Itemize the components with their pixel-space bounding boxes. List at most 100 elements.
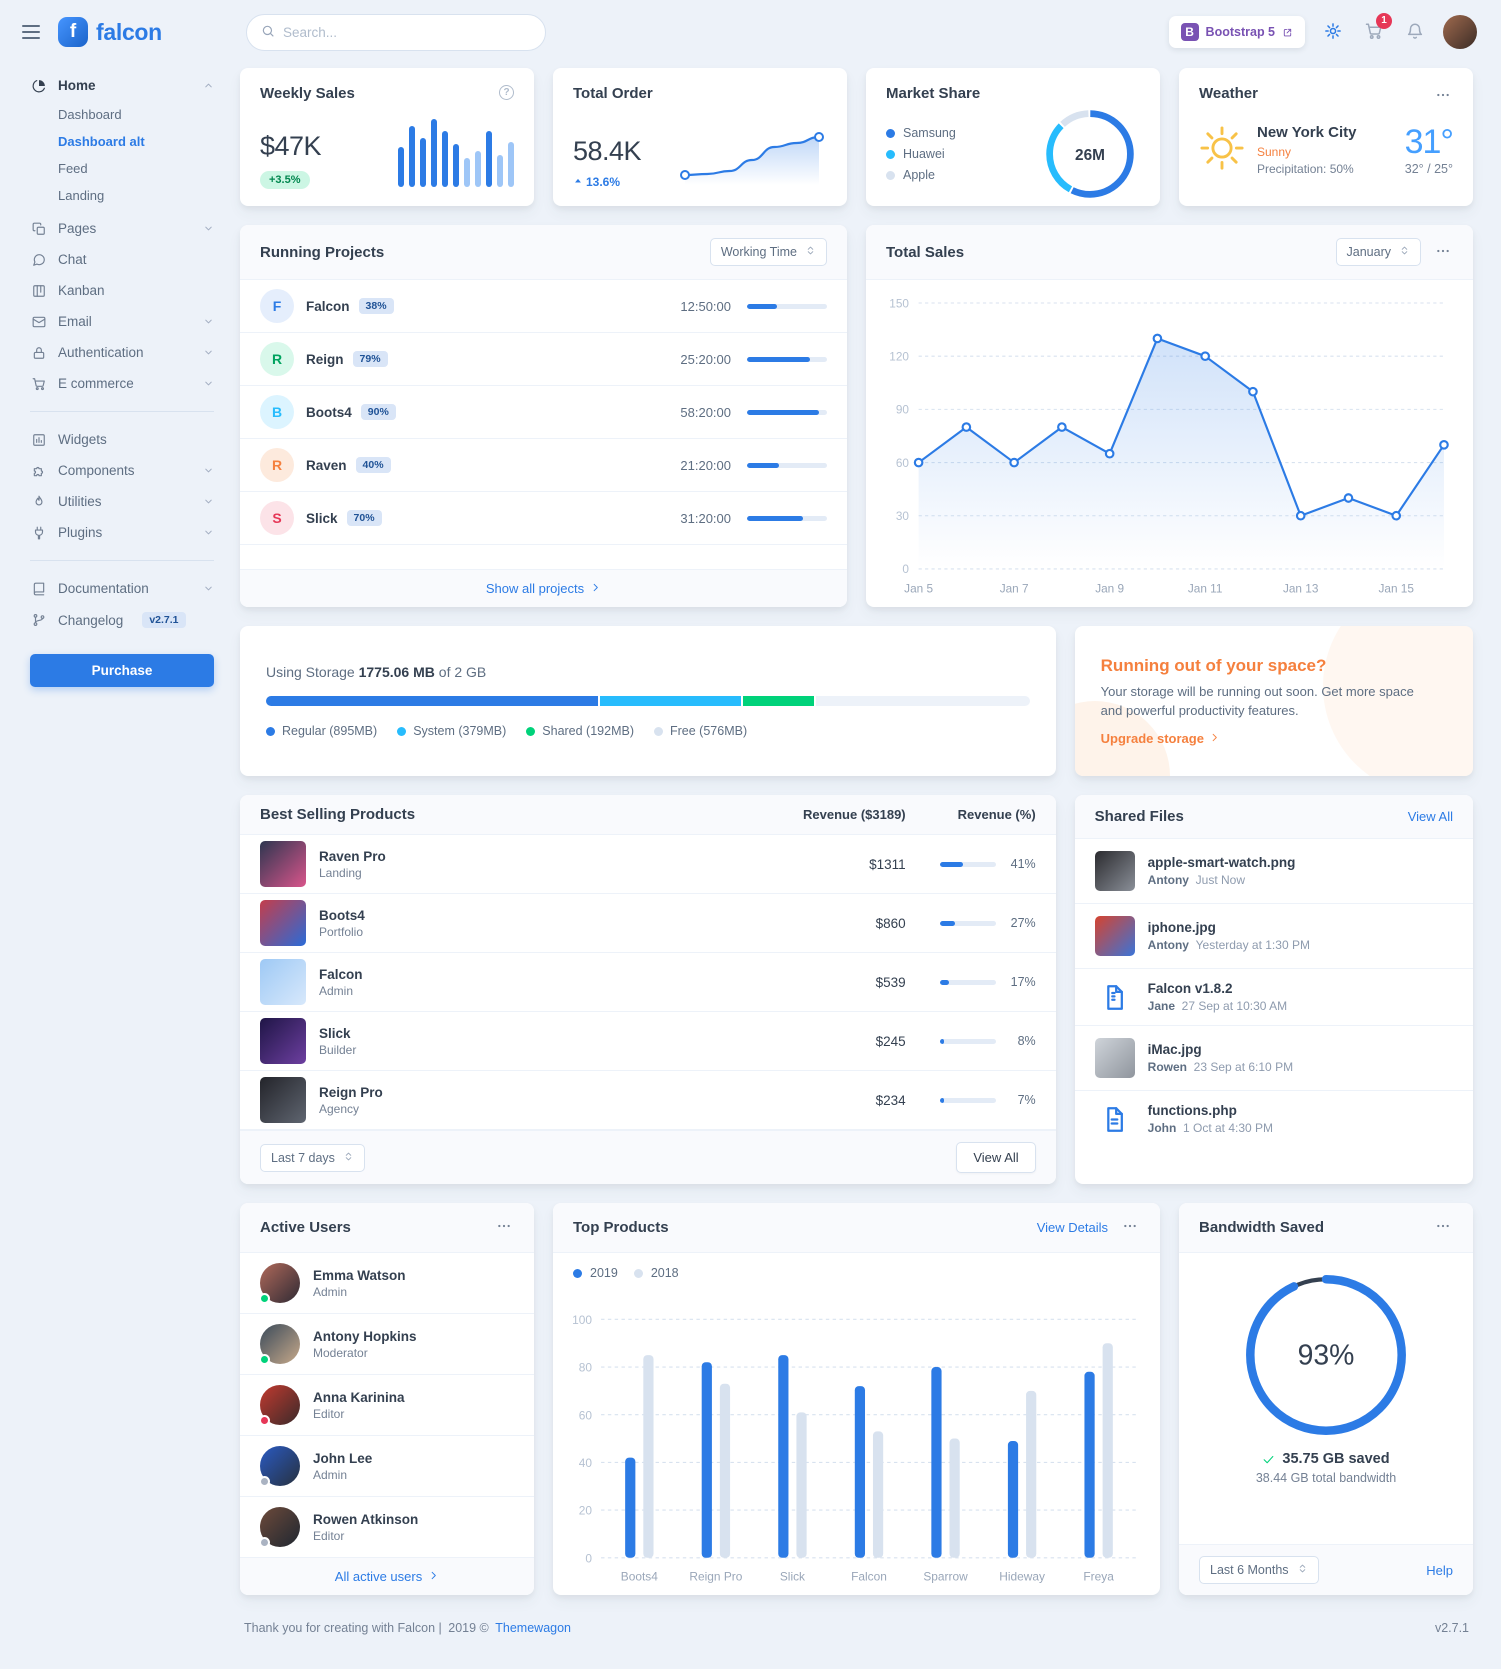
storage-legend-item: Shared (192MB) [526,724,634,738]
legend-label: Regular (895MB) [282,724,378,739]
column-header-percent: Revenue (%) [957,807,1036,823]
file-name-link[interactable]: iphone.jpg [1147,920,1216,936]
sidebar-item-feed[interactable]: Feed [58,161,88,176]
project-row: B Boots4 90% 58:20:00 [240,386,847,439]
legend-label: Samsung [903,126,956,140]
sidebar-item-plugins[interactable]: Plugins [30,517,214,548]
sidebar-item-components[interactable]: Components [30,455,214,486]
weekly-sales-bar [497,154,503,187]
settings-gear-button[interactable] [1320,18,1346,47]
sidebar-item-dashboard-alt[interactable]: Dashboard alt [58,134,145,149]
themewagon-link[interactable]: Themewagon [495,1621,572,1636]
active-users-title: Active Users [260,1219,351,1237]
active-users-menu-button[interactable] [494,1216,514,1239]
upgrade-storage-link[interactable]: Upgrade storage [1101,731,1447,746]
view-all-button[interactable]: View All [956,1142,1036,1174]
view-details-link[interactable]: View Details [1036,1220,1108,1236]
top-products-title: Top Products [573,1219,669,1237]
sidebar-item-utilities[interactable]: Utilities [30,486,214,517]
sidebar-item-pages[interactable]: Pages [30,213,214,244]
project-name-link[interactable]: Falcon [306,298,350,314]
project-name-link[interactable]: Raven [306,457,347,473]
sidebar-item-email[interactable]: Email [30,306,214,337]
file-name-link[interactable]: Falcon v1.8.2 [1147,981,1233,997]
bandwidth-menu-button[interactable] [1433,1216,1453,1239]
shared-files-view-all-link[interactable]: View All [1407,809,1453,825]
project-name-link[interactable]: Reign [306,351,344,367]
user-role: Admin [313,1467,348,1482]
profile-avatar[interactable] [1443,15,1477,49]
all-active-users-link[interactable]: All active users [240,1557,534,1596]
legend-label: Shared (192MB) [542,724,634,739]
file-name-link[interactable]: apple-smart-watch.png [1147,855,1296,871]
sidebar-item-kanban[interactable]: Kanban [30,275,214,306]
product-name-link[interactable]: Raven Pro [319,848,386,864]
working-time-select[interactable]: Working Time [709,238,827,266]
help-link[interactable]: Help [1426,1562,1453,1578]
weekly-sales-bar [398,147,404,187]
brand-logo-link[interactable]: f falcon [58,17,224,47]
show-all-projects-link[interactable]: Show all projects [240,569,847,608]
user-name-link[interactable]: Anna Karinina [313,1389,405,1405]
sidebar-item-landing[interactable]: Landing [58,188,105,203]
status-dot-icon [259,1415,270,1427]
legend-dot-icon [397,726,407,736]
svg-text:Jan 7: Jan 7 [1000,583,1029,596]
ellipsis-icon [1435,87,1451,106]
sidebar-item-home[interactable]: Home [30,70,214,101]
total-sales-menu-button[interactable] [1433,241,1453,264]
product-category: Agency [319,1101,360,1116]
branch-icon [30,613,47,627]
top-products-legend-item[interactable]: 2018 [633,1266,679,1280]
purchase-button[interactable]: Purchase [30,654,214,687]
top-products-legend-item[interactable]: 2019 [573,1266,618,1280]
sidebar-item-label: Pages [58,221,97,236]
file-meta: Jane 27 Sep at 10:30 AM [1147,999,1288,1014]
user-name-link[interactable]: Emma Watson [313,1267,406,1283]
file-name-link[interactable]: functions.php [1147,1103,1237,1119]
bandwidth-total: 38.44 GB total bandwidth [1255,1471,1397,1486]
last-7-days-select[interactable]: Last 7 days [260,1143,365,1172]
weather-menu-button[interactable] [1433,85,1453,108]
user-avatar [259,1446,300,1488]
notifications-bell-button[interactable] [1402,18,1428,47]
chevron-down-icon [203,378,214,389]
top-products-menu-button[interactable] [1120,1216,1140,1239]
bootstrap-badge-link[interactable]: B Bootstrap 5 [1168,16,1305,48]
help-question-icon[interactable]: ? [499,85,514,100]
project-name-link[interactable]: Slick [306,510,338,526]
sidebar-item-widgets[interactable]: Widgets [30,424,214,455]
sidebar-item-authentication[interactable]: Authentication [30,337,214,368]
project-time: 25:20:00 [680,351,731,367]
hamburger-menu-button[interactable] [16,19,46,45]
sun-icon [1199,125,1245,174]
product-name-link[interactable]: Falcon [319,966,363,982]
sidebar-item-dashboard[interactable]: Dashboard [58,107,122,122]
cart-button[interactable]: 1 [1361,12,1392,47]
weather-precipitation: Precipitation: 50% [1257,161,1354,176]
product-name-link[interactable]: Slick [319,1025,351,1041]
user-name-link[interactable]: John Lee [313,1450,373,1466]
storage-legend-item: Regular (895MB) [266,724,377,738]
sidebar-item-chat[interactable]: Chat [30,244,214,275]
sidebar-item-changelog[interactable]: Changelog v2.7.1 [30,604,214,636]
file-name-link[interactable]: iMac.jpg [1147,1042,1202,1058]
footer-year: 2019 © [448,1621,489,1636]
month-select[interactable]: January [1335,238,1421,266]
sidebar-item-documentation[interactable]: Documentation [30,573,214,604]
last-6-months-select[interactable]: Last 6 Months [1199,1556,1319,1585]
running-projects-title: Running Projects [260,243,385,261]
legend-dot-icon [633,1268,643,1278]
user-name-link[interactable]: Rowen Atkinson [313,1511,419,1527]
project-name-link[interactable]: Boots4 [306,404,352,420]
product-name-link[interactable]: Boots4 [319,907,365,923]
user-name-link[interactable]: Antony Hopkins [313,1328,417,1344]
product-category: Builder [319,1042,357,1057]
sidebar-item-e-commerce[interactable]: E commerce [30,368,214,399]
product-category: Landing [319,865,362,880]
projects-list: F Falcon 38% 12:50:00 R Reign 79% 25:20:00 B Boot… [240,280,847,545]
project-time: 12:50:00 [680,298,731,314]
product-name-link[interactable]: Reign Pro [319,1084,383,1100]
search-input[interactable] [283,24,531,40]
legend-label: 2019 [590,1266,618,1281]
